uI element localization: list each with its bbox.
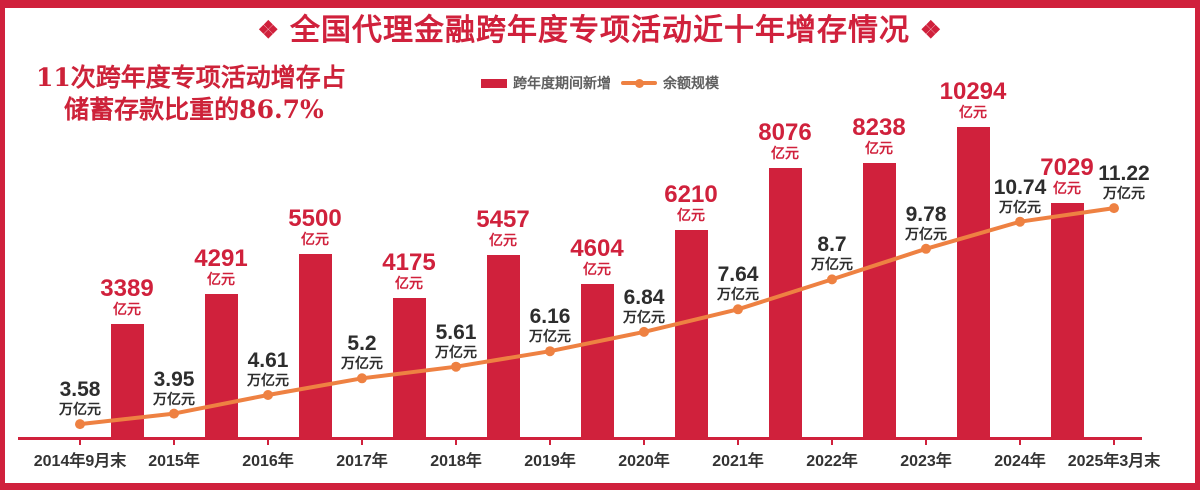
bar-legend-swatch-icon: [481, 78, 507, 88]
bar-legend-label: 跨年度期间新增: [513, 75, 611, 91]
bar-value-label: 5457 亿元: [476, 206, 530, 248]
axis-tick: [1019, 440, 1021, 445]
axis-tick: [737, 440, 739, 445]
line-value-label: 6.84 万亿元: [623, 285, 665, 325]
line-point: [451, 361, 461, 372]
axis-tick: [79, 440, 81, 445]
bar-value-label: 8076 亿元: [758, 119, 812, 161]
bar: [1050, 203, 1084, 437]
page-title: ❖ 全国代理金融跨年度专项活动近十年增存情况 ❖: [0, 13, 1200, 49]
bar-value-label: 7029 亿元: [1040, 154, 1094, 196]
bar-value-label: 8238 亿元: [852, 114, 906, 156]
axis-tick: [361, 440, 363, 445]
line-point: [357, 373, 367, 384]
axis-tick: [925, 440, 927, 445]
x-axis-label: 2025年3月末: [1067, 453, 1161, 470]
annotation-line-1: 11次跨年度专项活动增存占: [36, 63, 346, 92]
x-axis-label: 2018年: [430, 453, 482, 470]
bar-value-label: 10294 亿元: [939, 78, 1007, 120]
line-value-label: 9.78 万亿元: [905, 202, 947, 242]
x-axis-line: [18, 437, 1142, 440]
axis-tick: [549, 440, 551, 445]
bar-value-label: 6210 亿元: [664, 181, 718, 223]
x-axis-label: 2023年: [900, 453, 952, 470]
bar-value-label: 4291 亿元: [194, 245, 248, 287]
annotation-line-2: 储蓄存款比重的86.7%: [64, 95, 324, 124]
diamond-decor-icon: ❖: [920, 17, 943, 44]
line-value-label: 5.61 万亿元: [435, 320, 477, 360]
line-value-label: 11.22 万亿元: [1098, 162, 1150, 202]
annotation-note: 11次跨年度专项活动增存占 储蓄存款比重的86.7%: [36, 62, 352, 126]
axis-tick: [267, 440, 269, 445]
page-title-text: 全国代理金融跨年度专项活动近十年增存情况: [290, 14, 910, 47]
bar-value-label: 4175 亿元: [382, 249, 436, 291]
bar: [862, 163, 896, 437]
axis-tick: [455, 440, 457, 445]
line-value-label: 4.61 万亿元: [247, 349, 289, 389]
legend: 跨年度期间新增 余额规模: [0, 74, 1200, 92]
axis-tick: [1113, 440, 1115, 445]
line-point: [1015, 216, 1025, 227]
line-point: [827, 274, 837, 285]
diamond-decor-icon: ❖: [257, 17, 280, 44]
bar-value-label: 5500 亿元: [288, 205, 342, 247]
axis-tick: [173, 440, 175, 445]
bar: [298, 254, 332, 437]
bar: [204, 294, 238, 437]
legend-item-bar: 跨年度期间新增: [481, 73, 611, 93]
x-axis-label: 2015年: [148, 453, 200, 470]
line-value-label: 7.64 万亿元: [717, 263, 759, 303]
line-value-label: 10.74 万亿元: [993, 175, 1047, 215]
line-point: [733, 304, 743, 315]
bar-value-label: 3389 亿元: [100, 275, 154, 317]
line-legend-dot-icon: [634, 78, 644, 88]
line-legend-label: 余额规模: [663, 75, 719, 91]
line-point: [169, 408, 179, 419]
line-value-label: 3.95 万亿元: [153, 367, 195, 407]
bar: [674, 230, 708, 437]
line-point: [545, 346, 555, 357]
line-point: [75, 419, 85, 430]
line-value-label: 5.2 万亿元: [341, 332, 383, 372]
line-point: [263, 390, 273, 400]
line-value-label: 8.7 万亿元: [811, 233, 853, 273]
axis-tick: [643, 440, 645, 445]
line-legend-swatch-icon: [621, 78, 657, 88]
x-axis-label: 2020年: [618, 453, 670, 470]
line-point: [639, 326, 649, 337]
line-point: [921, 243, 931, 254]
line-segment: [79, 206, 1115, 427]
bar-value-label: 4604 亿元: [570, 235, 624, 277]
x-axis-label: 2024年: [994, 453, 1046, 470]
x-axis-label: 2016年: [242, 453, 294, 470]
x-axis-label: 2021年: [712, 453, 764, 470]
bar: [768, 168, 802, 437]
legend-item-line: 余额规模: [621, 73, 719, 93]
x-axis-label: 2014年9月末: [33, 453, 127, 470]
bar: [956, 127, 990, 437]
bar: [580, 284, 614, 437]
x-axis-label: 2017年: [336, 453, 388, 470]
line-value-label: 3.58 万亿元: [59, 378, 101, 418]
line-value-label: 6.16 万亿元: [529, 305, 571, 345]
bar: [486, 255, 520, 437]
bar: [392, 298, 426, 437]
line-point: [1109, 203, 1119, 214]
x-axis-label: 2019年: [524, 453, 576, 470]
axis-tick: [831, 440, 833, 445]
x-axis-label: 2022年: [806, 453, 858, 470]
